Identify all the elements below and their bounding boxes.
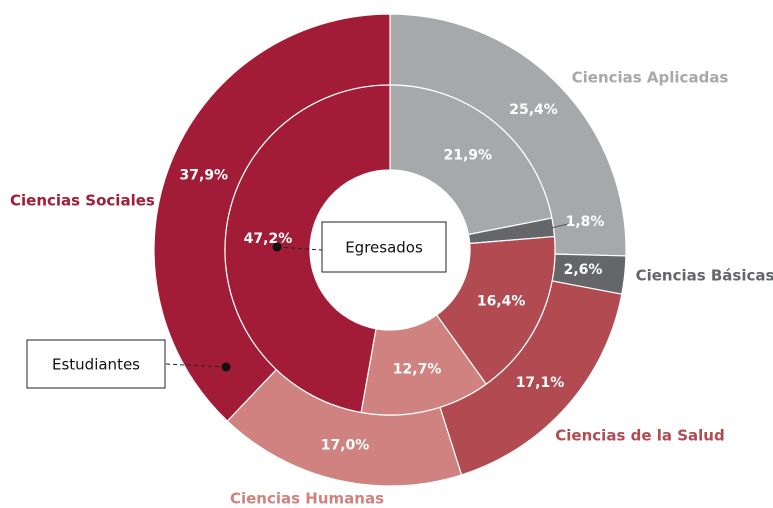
category-label: Ciencias Aplicadas: [572, 69, 729, 87]
callout-box: [26, 339, 166, 389]
callout-box: [321, 221, 447, 273]
value-label: 25,4%: [509, 102, 558, 118]
series-label: Egresados: [345, 239, 423, 257]
category-label: Ciencias Sociales: [10, 192, 155, 210]
category-label: Ciencias de la Salud: [555, 427, 724, 445]
value-label: 47,2%: [244, 231, 293, 247]
value-label: 12,7%: [393, 361, 442, 377]
callout-line: [276, 246, 323, 251]
value-label: 21,9%: [443, 147, 492, 163]
value-label: 16,4%: [477, 293, 526, 309]
series-label: Estudiantes: [52, 356, 140, 374]
value-label: 37,9%: [180, 168, 229, 184]
callout-dot: [272, 242, 282, 252]
leader-line: [550, 223, 569, 229]
category-label: Ciencias Humanas: [230, 490, 384, 508]
value-label: 17,1%: [516, 375, 565, 391]
value-label: 2,6%: [564, 262, 603, 278]
value-label: 1,8%: [566, 214, 605, 230]
value-label: 17,0%: [321, 437, 370, 453]
category-label: Ciencias Básicas: [636, 267, 773, 285]
callout-line: [164, 363, 227, 368]
callout-dot: [221, 362, 231, 372]
